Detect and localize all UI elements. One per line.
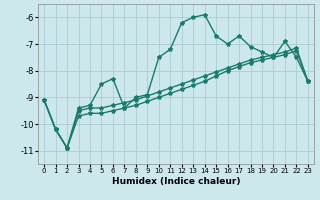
X-axis label: Humidex (Indice chaleur): Humidex (Indice chaleur) <box>112 177 240 186</box>
